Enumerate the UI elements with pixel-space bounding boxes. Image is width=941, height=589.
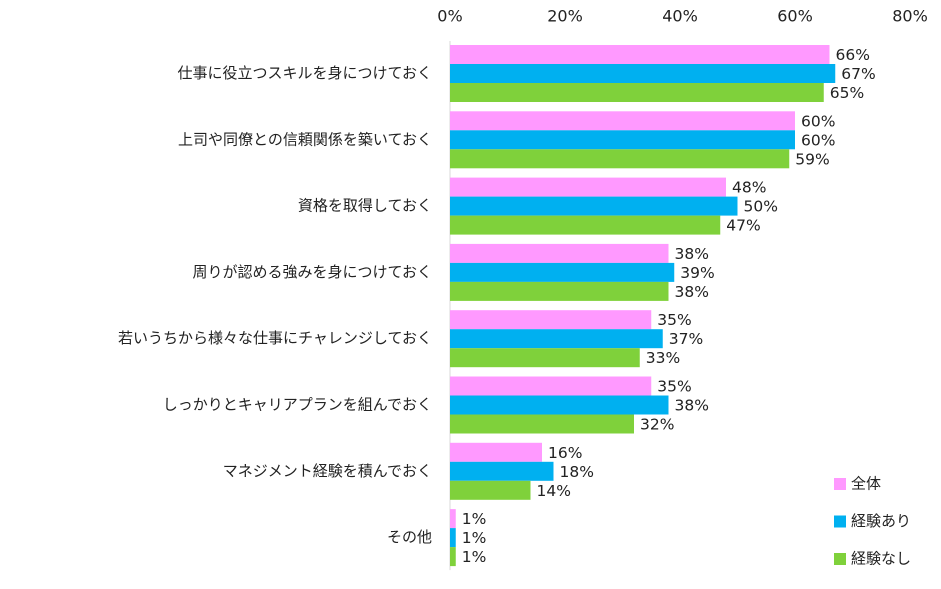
data-label: 60% xyxy=(801,112,835,130)
data-label: 35% xyxy=(657,311,691,329)
data-label: 50% xyxy=(744,198,778,216)
data-label: 47% xyxy=(726,217,760,235)
bar xyxy=(450,414,634,434)
data-label: 48% xyxy=(732,179,766,197)
bar xyxy=(450,310,652,330)
legend-swatch xyxy=(834,515,846,528)
category-label: 上司や同僚との信頼関係を築いておく xyxy=(178,130,432,148)
bar xyxy=(450,64,836,83)
legend-swatch xyxy=(834,553,846,565)
data-label: 32% xyxy=(640,416,674,434)
bar xyxy=(450,480,531,500)
data-label: 38% xyxy=(675,283,709,301)
bar xyxy=(450,528,456,548)
data-label: 38% xyxy=(675,397,709,415)
bar xyxy=(450,177,726,197)
bar xyxy=(450,243,669,263)
bar xyxy=(450,262,675,282)
legend-label: 経験なし xyxy=(851,550,911,568)
x-tick-label: 20% xyxy=(547,7,583,26)
bar xyxy=(450,130,795,150)
legend-label: 経験あり xyxy=(851,512,911,530)
bar xyxy=(450,329,663,349)
bar xyxy=(450,196,738,216)
bar xyxy=(450,215,721,235)
category-label: 資格を取得しておく xyxy=(298,197,432,215)
data-label: 60% xyxy=(801,131,835,149)
data-label: 16% xyxy=(548,444,582,462)
x-tick-label: 60% xyxy=(777,7,813,26)
x-tick-label: 0% xyxy=(437,7,462,26)
data-label: 37% xyxy=(669,330,703,348)
data-label: 39% xyxy=(680,264,714,282)
data-label: 33% xyxy=(646,349,680,367)
bar xyxy=(450,149,790,169)
category-label: 若いうちから様々な仕事にチャレンジしておく xyxy=(118,329,432,347)
x-tick-label: 80% xyxy=(892,7,928,26)
bar xyxy=(450,281,669,301)
bar xyxy=(450,111,795,131)
data-label: 59% xyxy=(795,150,829,168)
data-label: 38% xyxy=(675,245,709,263)
data-label: 35% xyxy=(657,378,691,396)
legend-label: 全体 xyxy=(851,475,881,493)
bar xyxy=(450,45,830,64)
category-label: 周りが認める強みを身につけておく xyxy=(192,263,432,281)
bar xyxy=(450,547,456,567)
data-label: 1% xyxy=(462,510,487,528)
bar xyxy=(450,348,640,368)
bar xyxy=(450,395,669,415)
category-label: 仕事に役立つスキルを身につけておく xyxy=(177,64,432,82)
bar xyxy=(450,442,542,462)
bar xyxy=(450,376,652,396)
data-label: 18% xyxy=(560,463,594,481)
legend-swatch xyxy=(834,478,846,490)
bar xyxy=(450,509,456,529)
data-label: 67% xyxy=(841,65,875,83)
category-label: マネジメント経験を積んでおく xyxy=(223,462,432,480)
data-label: 65% xyxy=(830,84,864,102)
bar xyxy=(450,83,824,102)
data-label: 66% xyxy=(836,46,870,64)
category-label: その他 xyxy=(387,528,432,546)
category-label: しっかりとキャリアプランを組んでおく xyxy=(163,396,432,414)
bar xyxy=(450,461,554,481)
data-label: 14% xyxy=(537,482,571,500)
data-label: 1% xyxy=(462,548,487,566)
x-tick-label: 40% xyxy=(662,7,698,26)
data-label: 1% xyxy=(462,529,487,547)
